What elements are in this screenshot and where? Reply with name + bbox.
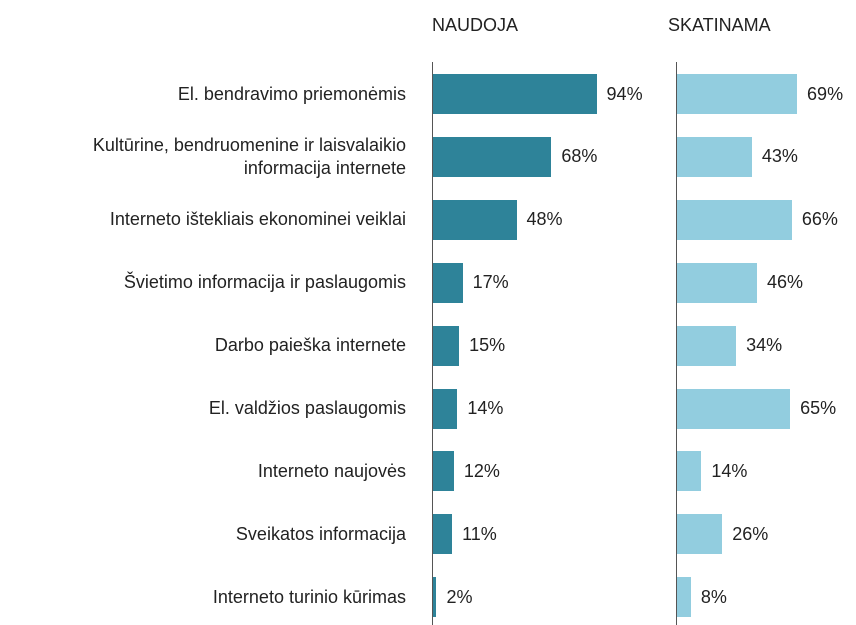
bar bbox=[677, 577, 691, 618]
bar bbox=[433, 514, 453, 555]
value-label: 15% bbox=[469, 335, 506, 356]
category-label: Sveikatos informacija bbox=[235, 523, 406, 544]
axis-line bbox=[432, 62, 433, 625]
value-label: 94% bbox=[606, 83, 643, 104]
value-label: 14% bbox=[467, 398, 504, 418]
bar bbox=[677, 514, 723, 555]
panel-header: NAUDOJA bbox=[432, 15, 519, 35]
category-label: Interneto turinio kūrimas bbox=[212, 586, 406, 607]
value-label: 17% bbox=[472, 272, 509, 293]
value-label: 65% bbox=[800, 398, 837, 418]
value-label: 12% bbox=[463, 460, 500, 481]
bar bbox=[677, 451, 702, 492]
bar bbox=[677, 325, 737, 366]
category-label: Interneto naujovės bbox=[257, 460, 406, 481]
value-label: 43% bbox=[761, 146, 798, 167]
axis-line bbox=[676, 62, 677, 625]
value-label: 8% bbox=[700, 586, 727, 607]
category-label: El. bendravimo priemonėmis bbox=[177, 83, 406, 104]
bar bbox=[677, 199, 792, 240]
value-label: 26% bbox=[732, 523, 769, 544]
value-label: 68% bbox=[561, 146, 598, 167]
value-label: 48% bbox=[526, 209, 563, 230]
bar bbox=[433, 74, 597, 114]
bar bbox=[433, 136, 552, 177]
category-label: El. valdžios paslaugomis bbox=[208, 398, 406, 418]
bar bbox=[433, 199, 517, 240]
value-label: 14% bbox=[711, 460, 748, 481]
bar bbox=[677, 262, 758, 303]
value-label: 2% bbox=[446, 586, 473, 607]
bar bbox=[433, 577, 437, 618]
category-label: Darbo paieška internete bbox=[214, 335, 406, 356]
bar bbox=[677, 136, 752, 177]
category-label: Švietimo informacija ir paslaugomis bbox=[123, 272, 406, 293]
value-label: 46% bbox=[767, 272, 804, 293]
bar bbox=[677, 74, 798, 114]
value-label: 66% bbox=[801, 209, 838, 230]
bar bbox=[433, 451, 454, 492]
bar bbox=[433, 262, 463, 303]
value-label: 11% bbox=[462, 523, 497, 544]
category-label: Interneto ištekliais ekonominei veiklai bbox=[109, 209, 406, 230]
category-label: Kultūrine, bendruomenine ir laisvalaikio… bbox=[92, 134, 406, 178]
panel-header: SKATINAMA bbox=[668, 15, 771, 35]
value-label: 34% bbox=[746, 335, 783, 356]
value-label: 69% bbox=[807, 83, 844, 104]
bar bbox=[433, 388, 458, 429]
bar bbox=[433, 325, 460, 366]
bar bbox=[677, 388, 791, 429]
